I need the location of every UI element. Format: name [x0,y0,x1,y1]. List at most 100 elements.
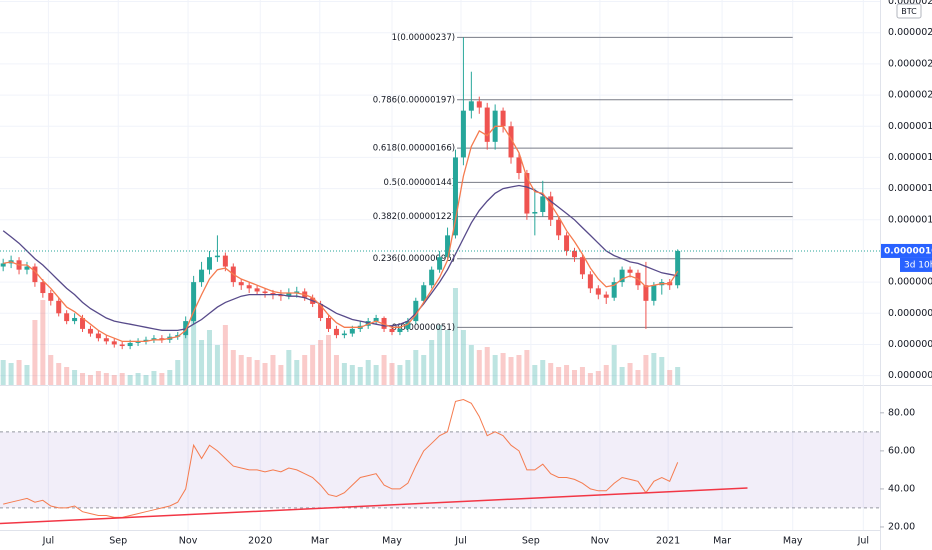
y-tick-label: 0.00000180 [888,121,932,132]
candle-body [349,328,355,334]
candle-body [421,285,427,301]
volume-bar [254,360,260,385]
volume-bar [516,355,522,385]
volume-bar [72,370,78,385]
volume-bar [48,355,54,385]
x-tick-label: Mar [713,536,731,547]
candle-body [651,285,657,301]
candle-body [270,293,276,295]
candle-body [151,338,157,340]
candle-body [595,288,601,295]
candle-body [87,328,93,334]
candle-body [619,269,625,283]
candle-body [611,282,617,298]
candle-body [206,257,212,270]
y-tick-label: 0.00000040 [888,339,932,350]
volume-bar [595,371,601,385]
candle-body [500,110,506,127]
moving-average [2,184,678,332]
rsi-tick-label: 40.00 [888,483,915,494]
candle-body [381,317,387,329]
candle-body [222,255,228,267]
volume-bar [286,350,292,385]
volume-bar [238,355,244,385]
candle-body [532,211,538,214]
fib-label: 0.236(0.00000095) [373,254,455,264]
volume-bar [183,335,189,385]
candle-body [24,266,30,270]
candle-body [254,288,260,292]
candle-body [143,339,149,342]
volume-bar [357,367,363,385]
volume-bar [262,363,268,385]
candle-body [675,250,681,286]
volume-bar [56,363,62,385]
countdown-label: 3d 10h [904,260,932,270]
volume-bar [175,360,181,385]
volume-bar [246,357,252,385]
x-tick-label: Jul [42,536,54,547]
fib-label: 0.5(0.00000144) [384,178,456,188]
candle-body [627,269,633,273]
volume-bar [199,340,205,385]
candle-body [238,282,244,286]
volume-bar [413,350,419,385]
candle-body [294,291,300,294]
x-tick-label: Jul [857,536,869,547]
candle-body [103,338,109,342]
candle-body [571,250,577,258]
candle-body [452,157,458,236]
volume-bar [127,375,133,385]
candle-body [183,321,189,336]
y-tick-label: 0.00000080 [888,277,932,288]
candle-body [199,269,205,283]
candle-body [365,321,371,326]
y-tick-label: 0.00000240 [888,27,932,38]
candle-body [95,333,101,339]
candle-body [286,293,292,297]
volume-bar [643,355,649,385]
volume-bar [445,330,451,385]
volume-bar [397,365,403,385]
volume-bar [206,330,212,385]
rsi-tick-label: 80.00 [888,407,915,418]
volume-bar [468,345,474,385]
volume-bar [603,365,609,385]
volume-bar [294,360,300,385]
candle-body [579,257,585,275]
volume-bar [64,367,70,385]
currency-badge[interactable] [896,3,922,19]
candle-body [437,257,443,270]
candle-body [111,341,117,345]
volume-bar [270,355,276,385]
candle-body [326,317,332,329]
volume-bar [532,365,538,385]
candle-body [476,101,482,108]
x-tick-label: Nov [591,536,610,547]
x-tick-label: Sep [109,536,127,547]
volume-bar [222,325,228,385]
candle-body [564,235,570,251]
volume-bar [349,365,355,385]
volume-bar [659,357,665,385]
candle-body [56,300,62,314]
candle-body [540,196,546,212]
volume-bar [159,373,165,385]
y-tick-label: 0.00000140 [888,183,932,194]
volume-bar [326,335,332,385]
candle-body [246,285,252,289]
x-tick-label: May [783,536,803,547]
volume-bar [135,373,141,385]
candle-body [48,293,54,301]
candle-body [508,126,514,158]
volume-bar [151,371,157,385]
trendline [0,487,748,525]
candle-body [341,333,347,336]
candle-body [516,157,522,174]
candle-body [119,344,125,347]
candle-body [0,263,6,267]
volume-bar [302,355,308,385]
volume-bar [556,367,562,385]
